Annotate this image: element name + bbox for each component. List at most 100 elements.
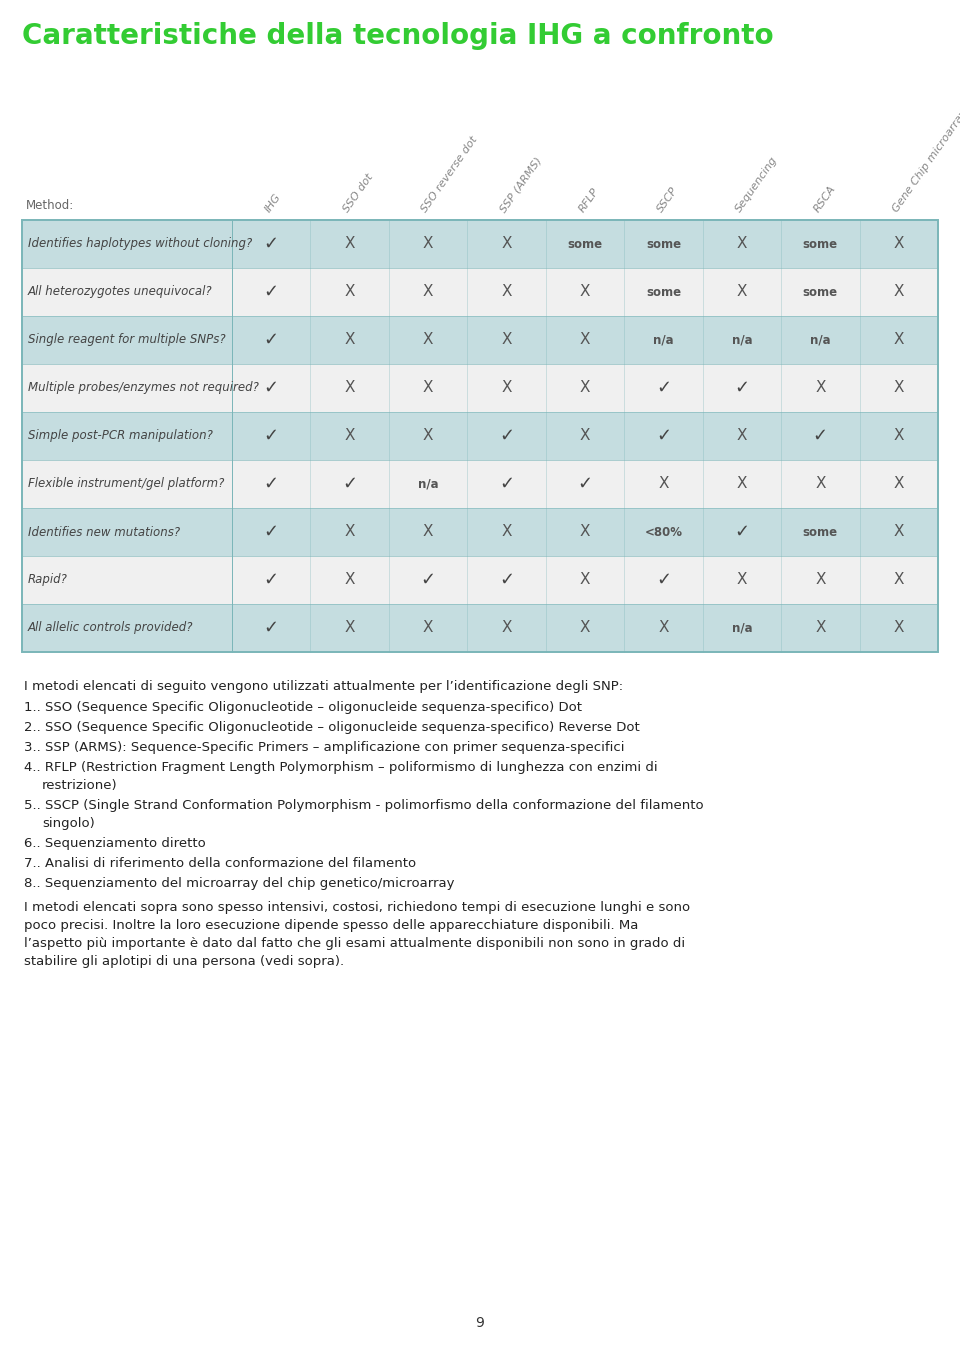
Text: 2.. SSO (Sequence Specific Oligonucleotide – oligonucleide sequenza-specifico) R: 2.. SSO (Sequence Specific Oligonucleoti… xyxy=(24,722,639,734)
Text: X: X xyxy=(894,381,904,395)
Text: poco precisi. Inoltre la loro esecuzione dipende spesso delle apparecchiature di: poco precisi. Inoltre la loro esecuzione… xyxy=(24,919,638,932)
Text: ✓: ✓ xyxy=(499,571,515,588)
Text: Flexible instrument/gel platform?: Flexible instrument/gel platform? xyxy=(28,477,225,491)
Text: RFLP: RFLP xyxy=(577,186,601,213)
Bar xyxy=(22,364,938,412)
Text: some: some xyxy=(567,238,603,250)
Text: X: X xyxy=(894,333,904,348)
Text: Gene Chip microarray: Gene Chip microarray xyxy=(891,107,960,213)
Text: ✓: ✓ xyxy=(264,283,278,300)
Text: 6.. Sequenziamento diretto: 6.. Sequenziamento diretto xyxy=(24,837,205,849)
Text: ✓: ✓ xyxy=(264,618,278,637)
Text: Identifies haplotypes without cloning?: Identifies haplotypes without cloning? xyxy=(28,238,252,250)
Text: X: X xyxy=(345,428,355,443)
Bar xyxy=(22,459,938,508)
Text: X: X xyxy=(736,477,747,492)
Text: X: X xyxy=(894,477,904,492)
Text: ✓: ✓ xyxy=(264,379,278,397)
Text: SSO dot: SSO dot xyxy=(342,173,375,213)
Text: X: X xyxy=(501,525,512,540)
Text: X: X xyxy=(345,333,355,348)
Text: Identifies new mutations?: Identifies new mutations? xyxy=(28,526,180,538)
Text: some: some xyxy=(646,238,681,250)
Text: X: X xyxy=(345,621,355,636)
Text: X: X xyxy=(894,236,904,251)
Text: ✓: ✓ xyxy=(499,476,515,493)
Text: X: X xyxy=(580,428,590,443)
Bar xyxy=(22,220,938,652)
Text: IHG: IHG xyxy=(263,192,283,213)
Text: n/a: n/a xyxy=(418,477,439,491)
Text: 7.. Analisi di riferimento della conformazione del filamento: 7.. Analisi di riferimento della conform… xyxy=(24,858,416,870)
Text: X: X xyxy=(580,621,590,636)
Text: X: X xyxy=(422,284,433,299)
Text: X: X xyxy=(894,525,904,540)
Text: X: X xyxy=(501,621,512,636)
Text: ✓: ✓ xyxy=(656,571,671,588)
Text: 9: 9 xyxy=(475,1316,485,1330)
Text: X: X xyxy=(422,428,433,443)
Text: X: X xyxy=(894,621,904,636)
Text: ✓: ✓ xyxy=(734,379,750,397)
Bar xyxy=(22,317,938,364)
Text: ✓: ✓ xyxy=(264,571,278,588)
Text: ✓: ✓ xyxy=(734,523,750,541)
Text: I metodi elencati di seguito vengono utilizzati attualmente per l’identificazion: I metodi elencati di seguito vengono uti… xyxy=(24,680,623,693)
Text: X: X xyxy=(580,333,590,348)
Text: X: X xyxy=(345,381,355,395)
Bar xyxy=(22,603,938,652)
Bar xyxy=(22,508,938,556)
Text: X: X xyxy=(815,477,826,492)
Text: ✓: ✓ xyxy=(813,427,828,444)
Text: X: X xyxy=(815,381,826,395)
Text: X: X xyxy=(894,428,904,443)
Text: 1.. SSO (Sequence Specific Oligonucleotide – oligonucleide sequenza-specifico) D: 1.. SSO (Sequence Specific Oligonucleoti… xyxy=(24,701,582,713)
Text: ✓: ✓ xyxy=(656,427,671,444)
Text: Rapid?: Rapid? xyxy=(28,573,68,587)
Text: ✓: ✓ xyxy=(264,235,278,253)
Bar xyxy=(22,556,938,603)
Text: X: X xyxy=(580,572,590,587)
Text: l’aspetto più importante è dato dal fatto che gli esami attualmente disponibili : l’aspetto più importante è dato dal fatt… xyxy=(24,936,685,950)
Text: I metodi elencati sopra sono spesso intensivi, costosi, richiedono tempi di esec: I metodi elencati sopra sono spesso inte… xyxy=(24,901,690,915)
Text: X: X xyxy=(345,284,355,299)
Text: X: X xyxy=(501,236,512,251)
Text: X: X xyxy=(580,525,590,540)
Text: X: X xyxy=(736,572,747,587)
Text: X: X xyxy=(815,621,826,636)
Text: ✓: ✓ xyxy=(264,523,278,541)
Text: X: X xyxy=(422,236,433,251)
Text: All allelic controls provided?: All allelic controls provided? xyxy=(28,621,194,635)
Text: X: X xyxy=(345,236,355,251)
Text: X: X xyxy=(345,525,355,540)
Text: ✓: ✓ xyxy=(420,571,436,588)
Text: X: X xyxy=(501,284,512,299)
Text: X: X xyxy=(659,621,669,636)
Text: X: X xyxy=(815,572,826,587)
Text: 4.. RFLP (Restriction Fragment Length Polymorphism – poliformismo di lunghezza c: 4.. RFLP (Restriction Fragment Length Po… xyxy=(24,761,658,775)
Text: Multiple probes/enzymes not required?: Multiple probes/enzymes not required? xyxy=(28,382,259,394)
Text: SSO reverse dot: SSO reverse dot xyxy=(420,135,480,213)
Text: X: X xyxy=(736,284,747,299)
Text: X: X xyxy=(422,525,433,540)
Text: Sequencing: Sequencing xyxy=(733,155,780,213)
Text: X: X xyxy=(894,572,904,587)
Text: X: X xyxy=(580,284,590,299)
Text: Method:: Method: xyxy=(26,198,74,212)
Text: restrizione): restrizione) xyxy=(42,779,118,792)
Text: X: X xyxy=(345,572,355,587)
Bar xyxy=(22,268,938,317)
Text: ✓: ✓ xyxy=(264,476,278,493)
Text: SSP (ARMS): SSP (ARMS) xyxy=(498,155,543,213)
Text: 8.. Sequenziamento del microarray del chip genetico/microarray: 8.. Sequenziamento del microarray del ch… xyxy=(24,877,454,890)
Text: X: X xyxy=(422,333,433,348)
Text: SSCP: SSCP xyxy=(656,185,680,213)
Text: X: X xyxy=(894,284,904,299)
Bar xyxy=(22,220,938,268)
Text: X: X xyxy=(501,333,512,348)
Text: X: X xyxy=(501,381,512,395)
Text: n/a: n/a xyxy=(810,333,830,347)
Text: Simple post-PCR manipulation?: Simple post-PCR manipulation? xyxy=(28,429,213,443)
Text: n/a: n/a xyxy=(653,333,674,347)
Text: X: X xyxy=(422,381,433,395)
